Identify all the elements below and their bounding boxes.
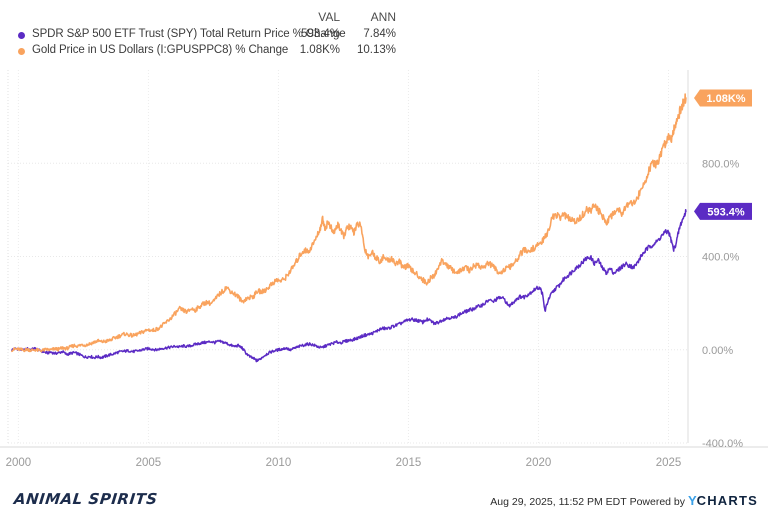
legend-series-val-gold: 1.08K%	[299, 44, 340, 56]
x-axis-tick-labels: 2000 2005 2010 2015 2020 2025	[6, 457, 682, 469]
legend-column-header-val: VAL	[318, 10, 340, 24]
end-value-flag-spy[interactable]: 593.4%	[694, 202, 752, 220]
ycharts-logo-wordmark: CHARTS	[696, 493, 758, 508]
y-tick-label: -400.0%	[702, 438, 743, 450]
legend-row-gold[interactable]: Gold Price in US Dollars (I:GPUSPPC8) % …	[0, 44, 768, 60]
series-lines	[11, 93, 687, 363]
legend-series-name-gold: Gold Price in US Dollars (I:GPUSPPC8) % …	[32, 44, 289, 56]
end-value-flags: 1.08K% 593.4%	[694, 89, 752, 220]
y-tick-label: 800.0%	[702, 158, 740, 170]
footer-powered-by-label: Powered by	[629, 496, 686, 509]
legend-color-dot-gold	[18, 48, 25, 55]
y-tick-label: 0.00%	[702, 345, 733, 357]
animal-spirits-logo: ANIMAL SPIRITS	[13, 490, 159, 508]
gridlines	[8, 70, 688, 444]
legend-color-dot-spy	[18, 32, 25, 39]
chart-legend: VAL ANN SPDR S&P 500 ETF Trust (SPY) Tot…	[0, 0, 768, 62]
flag-shape	[694, 89, 752, 107]
x-tick-label: 2015	[396, 457, 422, 469]
axis-frame	[0, 70, 768, 448]
y-tick-label: 400.0%	[702, 252, 740, 264]
x-tick-label: 2025	[656, 457, 682, 469]
series-line-spy	[11, 209, 687, 363]
x-tick-label: 2000	[6, 457, 32, 469]
x-tick-label: 2020	[526, 457, 552, 469]
plot-area: 800.0% 400.0% 0.00% -400.0% 2000 2005 2010 201…	[0, 60, 768, 472]
chart-canvas: 800.0% 400.0% 0.00% -400.0% 2000 2005 2010 201…	[0, 70, 768, 469]
y-axis-tick-labels: 800.0% 400.0% 0.00% -400.0%	[702, 158, 743, 450]
legend-series-ann-spy: 7.84%	[363, 28, 396, 40]
end-value-flag-gold[interactable]: 1.08K%	[694, 89, 752, 107]
legend-row-spy[interactable]: SPDR S&P 500 ETF Trust (SPY) Total Retur…	[0, 28, 768, 44]
flag-shape	[694, 202, 752, 220]
legend-series-name-spy: SPDR S&P 500 ETF Trust (SPY) Total Retur…	[32, 28, 346, 40]
footer-timestamp: Aug 29, 2025, 11:52 PM EDT	[490, 496, 627, 509]
legend-series-ann-gold: 10.13%	[356, 44, 396, 56]
x-tick-label: 2005	[136, 457, 162, 469]
legend-column-header-ann: ANN	[370, 10, 396, 24]
chart-footer: ANIMAL SPIRITS Aug 29, 2025, 11:52 PM ED…	[0, 478, 768, 522]
series-line-gold	[11, 93, 687, 353]
x-tick-label: 2010	[266, 457, 292, 469]
flag-label: 1.08K%	[706, 93, 745, 105]
legend-series-val-spy: 593.4%	[300, 28, 340, 40]
ycharts-logo-y: Y	[687, 493, 697, 508]
footer-attribution: Aug 29, 2025, 11:52 PM EDT Powered by YC…	[490, 493, 758, 508]
flag-label: 593.4%	[707, 206, 745, 218]
